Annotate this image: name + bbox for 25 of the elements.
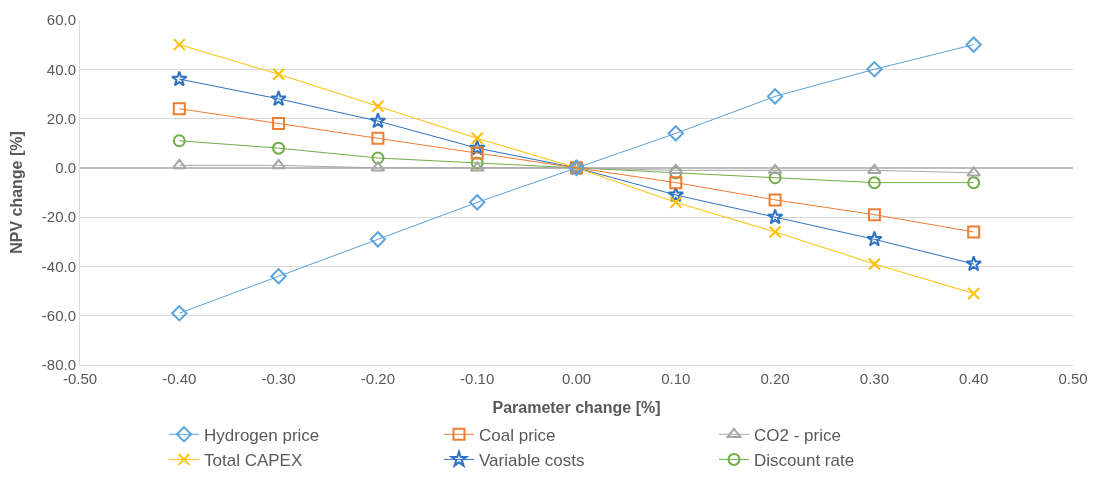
x-tick-label: 0.40 (959, 370, 989, 387)
legend-label: Hydrogen price (204, 425, 320, 445)
legend-label: Discount rate (754, 451, 855, 471)
x-tick-label: 0.20 (760, 370, 790, 387)
x-tick-label: 0.00 (561, 370, 592, 387)
legend-label: Total CAPEX (204, 451, 303, 471)
legend-label: CO2 - price (754, 425, 841, 445)
y-axis-title: NPV change [%] (7, 131, 25, 254)
x-tick-label: -0.40 (162, 370, 197, 387)
legend-label: Variable costs (479, 451, 585, 471)
y-tick-label: 40.0 (46, 60, 76, 78)
y-tick-label: 60.0 (46, 11, 76, 29)
x-tick-label: 0.10 (661, 370, 691, 387)
x-tick-label: 0.30 (859, 370, 889, 387)
y-tick-label: 20.0 (46, 109, 76, 127)
x-tick-label: -0.10 (460, 370, 495, 387)
y-tick-label: -20.0 (41, 208, 76, 226)
y-tick-label: -60.0 (41, 306, 76, 324)
y-tick-label: 0.0 (55, 159, 76, 177)
x-tick-label: -0.20 (360, 370, 395, 387)
legend-label: Coal price (479, 425, 556, 445)
x-axis-title: Parameter change [%] (492, 398, 661, 416)
x-tick-label: 0.50 (1058, 370, 1088, 387)
y-tick-label: -40.0 (41, 257, 76, 275)
x-tick-label: -0.30 (261, 370, 296, 387)
